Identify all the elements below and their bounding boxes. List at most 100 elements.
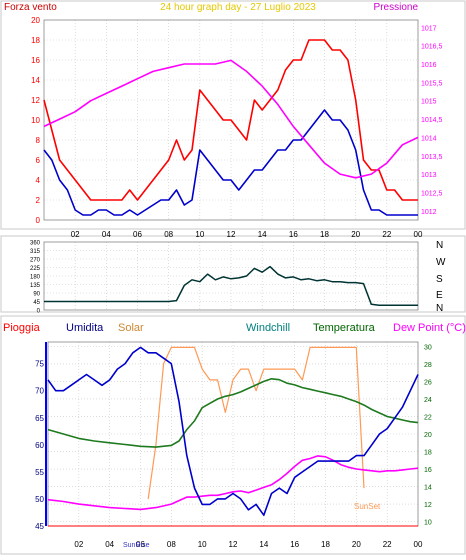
climate-x-tick-label: 08 [167, 540, 176, 549]
climate-x-tick-label: 06 [136, 540, 145, 549]
climate-x-tick-label: 14 [259, 540, 268, 549]
direction-y-tick-label: 180 [30, 275, 41, 281]
direction-n-bottom: N [436, 303, 443, 314]
pressure-y-tick-label: 1015,5 [421, 80, 443, 87]
direction-w: W [436, 257, 446, 268]
pressure-y-tick-label: 1014,5 [421, 117, 443, 124]
sunrise-label: SunRise [123, 542, 150, 549]
temperature-y-tick-label: 28 [424, 362, 432, 369]
humidity-y-tick-label: 65 [35, 414, 44, 423]
temperature-y-tick-label: 24 [424, 397, 432, 404]
direction-y-tick-label: 270 [30, 258, 41, 264]
direction-s: S [436, 274, 443, 285]
wind-direction-line [44, 265, 418, 307]
legend-dewpoint: Dew Point (°C) [393, 322, 466, 334]
wind-gust-line [43, 39, 418, 201]
direction-e: E [436, 290, 443, 301]
wind-x-tick-label: 12 [227, 230, 236, 239]
panel-direction-frame [0, 235, 466, 313]
wind-axis-label: Forza vento [4, 2, 57, 13]
direction-y-tick-label: 225 [30, 266, 41, 272]
sunset-label: SunSet [354, 502, 381, 511]
direction-y-tick-label: 315 [30, 249, 41, 255]
temperature-y-tick-label: 26 [424, 379, 432, 386]
wind-x-tick-label: 04 [102, 230, 111, 239]
temperature-y-tick-label: 20 [424, 432, 432, 439]
legend-solar: Solar [118, 322, 144, 334]
humidity-y-tick-label: 50 [35, 495, 44, 504]
pressure-y-tick-label: 1013,5 [421, 154, 443, 161]
pressure-y-tick-label: 1012,5 [421, 190, 443, 197]
climate-x-tick-label: 04 [105, 540, 114, 549]
temperature-y-tick-label: 10 [424, 520, 432, 527]
climate-x-tick-label: 16 [290, 540, 299, 549]
pressure-y-tick-label: 1012 [421, 209, 437, 216]
temperature-y-tick-label: 22 [424, 414, 432, 421]
wind-y-tick-label: 10 [31, 116, 40, 125]
wind-x-tick-label: 10 [195, 230, 204, 239]
panel-climate-frame [0, 315, 466, 555]
wind-y-tick-label: 18 [31, 36, 40, 45]
direction-y-tick-label: 135 [30, 283, 41, 289]
pressure-axis-label: Pressione [374, 2, 419, 13]
humidity-y-tick-label: 45 [35, 522, 44, 531]
wind-y-tick-label: 0 [36, 216, 41, 225]
climate-plot: 45 50 55 60 65 70 75 10 12 14 16 18 20 22 24 26 28 30 02 04… [35, 341, 432, 549]
wind-x-tick-label: 16 [289, 230, 298, 239]
wind-y-tick-label: 20 [31, 16, 40, 25]
wind-x-tick-label: 18 [320, 230, 329, 239]
wind-y-tick-label: 12 [31, 96, 40, 105]
humidity-y-tick-label: 60 [35, 441, 44, 450]
humidity-y-tick-label: 75 [35, 360, 44, 369]
legend-umidita: Umidita [66, 322, 104, 334]
climate-x-tick-label: 10 [198, 540, 207, 549]
humidity-y-tick-label: 55 [35, 468, 44, 477]
wind-y-tick-label: 14 [31, 76, 40, 85]
humidity-y-tick-label: 70 [35, 387, 44, 396]
climate-x-tick-label: 22 [383, 540, 392, 549]
direction-plot-border [43, 241, 419, 311]
chart-title: 24 hour graph day - 27 Luglio 2023 [160, 2, 316, 13]
wind-x-tick-label: 06 [133, 230, 142, 239]
temperature-y-tick-label: 30 [424, 344, 432, 351]
wind-y-tick-label: 8 [36, 136, 41, 145]
humidity-line [47, 346, 419, 517]
wind-direction-plot: 0 45 90 135 180 225 270 315 360 [30, 241, 419, 315]
direction-y-tick-label: 360 [30, 241, 41, 247]
climate-x-tick-label: 00 [414, 540, 423, 549]
wind-x-tick-label: 20 [351, 230, 360, 239]
pressure-y-tick-label: 1015 [421, 99, 437, 106]
wind-x-tick-label: 08 [164, 230, 173, 239]
direction-y-tick-label: 90 [33, 292, 40, 298]
solar-line [147, 346, 365, 499]
climate-x-tick-label: 18 [321, 540, 330, 549]
direction-labels: N W S E N [436, 240, 446, 314]
legend-temperatura: Temperatura [313, 322, 376, 334]
pressure-y-tick-label: 1016,5 [421, 44, 443, 51]
panel-wind-frame [0, 0, 466, 230]
pressure-y-tick-label: 1016 [421, 62, 437, 69]
wind-x-tick-label: 00 [414, 230, 423, 239]
temperature-y-tick-label: 16 [424, 467, 432, 474]
pressure-y-tick-label: 1013 [421, 172, 437, 179]
direction-y-tick-label: 45 [33, 300, 40, 306]
wind-avg-line [43, 109, 418, 216]
pressure-line [43, 59, 419, 179]
climate-x-tick-label: 12 [229, 540, 238, 549]
direction-n-top: N [436, 240, 443, 251]
wind-y-tick-label: 6 [36, 156, 41, 165]
legend-pioggia: Pioggia [3, 322, 41, 334]
dewpoint-line [47, 455, 419, 511]
temperature-line [47, 377, 419, 448]
wind-x-tick-label: 14 [258, 230, 267, 239]
climate-x-tick-label: 02 [74, 540, 83, 549]
climate-legend: Pioggia Umidita Solar Windchill Temperat… [3, 322, 466, 334]
temperature-y-tick-label: 14 [424, 485, 432, 492]
wind-plot-border [43, 19, 419, 221]
wind-y-tick-label: 2 [36, 196, 41, 205]
wind-x-tick-label: 22 [382, 230, 391, 239]
climate-x-tick-label: 20 [352, 540, 361, 549]
pressure-y-tick-label: 1017 [421, 25, 437, 32]
